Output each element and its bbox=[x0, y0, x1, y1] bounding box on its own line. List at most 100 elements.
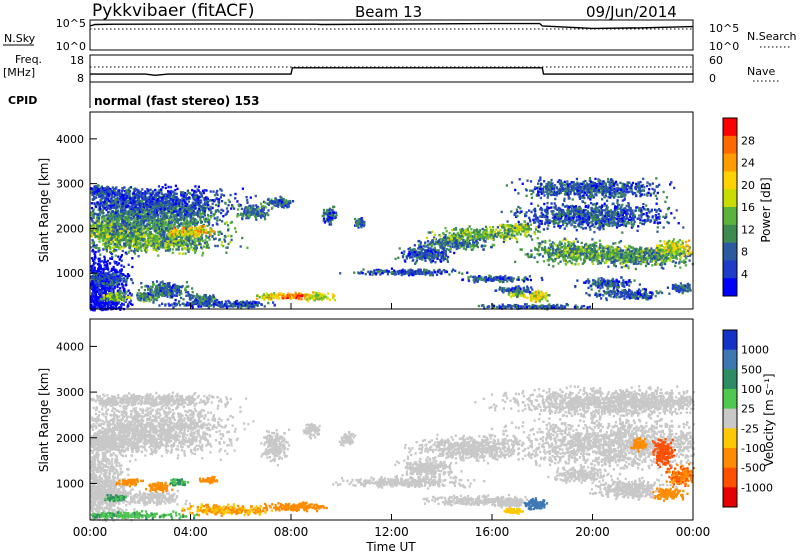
power-cell bbox=[96, 246, 99, 250]
power-cell bbox=[155, 221, 158, 224]
power-cell bbox=[103, 267, 106, 270]
power-cell bbox=[100, 232, 103, 236]
power-cell bbox=[197, 234, 200, 238]
power-cell bbox=[179, 241, 182, 244]
power-cell bbox=[278, 293, 281, 296]
power-cell bbox=[98, 240, 101, 243]
power-cell bbox=[191, 195, 195, 199]
power-cell bbox=[123, 227, 126, 230]
power-cell bbox=[129, 231, 132, 235]
power-cell bbox=[150, 218, 153, 221]
power-cell bbox=[96, 306, 99, 310]
power-cell bbox=[219, 230, 222, 234]
power-cell bbox=[96, 284, 99, 287]
power-cell bbox=[168, 227, 172, 230]
power-cell bbox=[118, 223, 121, 226]
power-cell bbox=[173, 238, 176, 241]
power-cell bbox=[110, 252, 114, 256]
power-cell bbox=[144, 213, 147, 217]
power-cell bbox=[130, 201, 133, 205]
power-cell bbox=[159, 208, 162, 211]
power-cell bbox=[90, 276, 93, 279]
power-cell bbox=[104, 239, 107, 242]
power-cell bbox=[133, 196, 136, 200]
power-cell bbox=[96, 225, 99, 228]
power-cell bbox=[135, 188, 138, 191]
power-cell bbox=[99, 264, 102, 267]
power-cell bbox=[102, 288, 106, 291]
power-cell bbox=[103, 189, 106, 192]
power-cell bbox=[93, 286, 96, 289]
power-cell bbox=[98, 290, 101, 294]
power-cell bbox=[169, 240, 172, 244]
power-cell bbox=[176, 204, 179, 208]
power-cell bbox=[185, 237, 188, 241]
power-cell bbox=[104, 287, 107, 290]
power-cell bbox=[210, 212, 213, 215]
power-cell bbox=[90, 218, 93, 221]
power-cell bbox=[132, 216, 135, 220]
power-cell bbox=[108, 245, 112, 249]
power-cell bbox=[139, 292, 142, 295]
power-cell bbox=[212, 230, 215, 233]
power-cell bbox=[94, 293, 97, 296]
power-cell bbox=[109, 247, 112, 250]
power-cell bbox=[139, 242, 142, 245]
power-cell bbox=[103, 297, 106, 300]
power-cell bbox=[108, 286, 112, 289]
power-cell bbox=[100, 208, 103, 211]
power-cell bbox=[94, 303, 97, 306]
power-cell bbox=[281, 205, 284, 208]
power-cell bbox=[196, 213, 199, 216]
power-cell bbox=[91, 192, 94, 195]
power-cell bbox=[107, 275, 110, 278]
power-cell bbox=[97, 235, 100, 238]
power-cell bbox=[122, 202, 125, 205]
power-cell bbox=[92, 295, 95, 299]
power-cell bbox=[200, 233, 204, 236]
power-cell bbox=[157, 218, 160, 222]
power-cell bbox=[151, 191, 155, 194]
power-cell bbox=[156, 234, 159, 238]
power-cell bbox=[114, 226, 117, 229]
power-cell bbox=[96, 228, 99, 231]
power-cell bbox=[127, 250, 130, 254]
power-cell bbox=[155, 202, 158, 205]
power-cell bbox=[133, 233, 136, 237]
power-cell bbox=[92, 221, 95, 224]
power-cell bbox=[150, 286, 153, 289]
power-cell bbox=[175, 205, 178, 208]
power-cell bbox=[222, 209, 225, 212]
power-cell bbox=[166, 236, 169, 239]
power-cell bbox=[134, 248, 137, 252]
power-cell bbox=[163, 231, 166, 234]
power-cell bbox=[97, 301, 100, 305]
power-cell bbox=[146, 191, 149, 195]
power-cell bbox=[158, 240, 161, 243]
power-cell bbox=[182, 195, 185, 198]
power-cell bbox=[102, 237, 105, 240]
power-cell bbox=[256, 294, 259, 297]
power-cell bbox=[153, 227, 156, 231]
power-cell bbox=[155, 227, 159, 230]
power-cell bbox=[146, 234, 149, 237]
power-cell bbox=[170, 199, 173, 202]
power-cell bbox=[196, 239, 199, 243]
power-cell bbox=[98, 304, 101, 307]
power-cell bbox=[195, 244, 198, 247]
power-cell bbox=[107, 211, 110, 214]
power-cell bbox=[100, 304, 103, 307]
power-cell bbox=[227, 234, 230, 237]
power-cell bbox=[161, 294, 164, 297]
power-cell bbox=[108, 295, 111, 298]
power-cell bbox=[99, 193, 102, 196]
power-cell bbox=[184, 208, 187, 211]
power-cell bbox=[230, 234, 233, 238]
power-cell bbox=[122, 236, 125, 240]
power-cell bbox=[144, 202, 147, 206]
power-cell bbox=[102, 222, 105, 225]
power-cell bbox=[163, 235, 166, 239]
power-cell bbox=[206, 240, 209, 244]
power-cell bbox=[91, 242, 94, 245]
power-cell bbox=[104, 215, 107, 218]
